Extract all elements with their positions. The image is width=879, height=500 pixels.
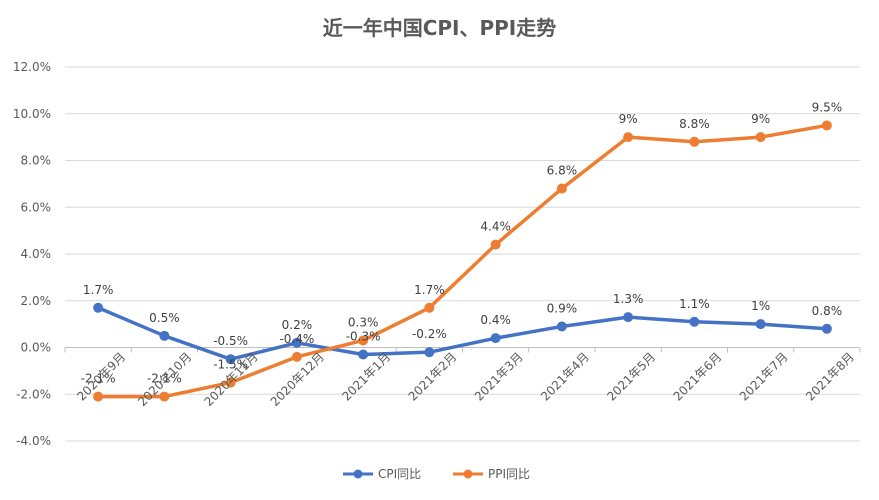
data-label: 1.1% <box>679 297 710 311</box>
data-label: 6.8% <box>547 164 578 178</box>
data-point <box>755 132 766 143</box>
data-label: -2.1% <box>81 372 116 386</box>
data-point <box>225 377 236 388</box>
data-point <box>93 391 104 402</box>
data-label: 0.5% <box>149 311 180 325</box>
data-point <box>556 183 567 194</box>
data-point <box>93 302 104 313</box>
y-tick-label: 12.0% <box>13 60 51 74</box>
data-label: -0.2% <box>412 327 447 341</box>
data-label: 0.8% <box>812 304 843 318</box>
data-point <box>225 354 236 365</box>
y-tick-label: 4.0% <box>21 247 52 261</box>
data-label: 1.7% <box>414 283 445 297</box>
legend-label: PPI同比 <box>488 467 530 481</box>
data-point <box>755 319 766 330</box>
y-tick-label: 2.0% <box>21 294 52 308</box>
data-label: 8.8% <box>679 117 710 131</box>
data-label: -0.5% <box>213 334 248 348</box>
data-label: 1.7% <box>83 283 114 297</box>
x-tick-label: 2021年5月 <box>604 350 658 404</box>
data-point <box>821 120 832 131</box>
data-point <box>689 136 700 147</box>
data-point <box>291 337 302 348</box>
x-tick-label: 2021年7月 <box>737 350 791 404</box>
legend-label: CPI同比 <box>378 467 421 481</box>
y-tick-label: 10.0% <box>13 107 51 121</box>
data-label: -0.3% <box>346 330 381 344</box>
y-tick-label: 6.0% <box>21 200 52 214</box>
chart-title: 近一年中国CPI、PPI走势 <box>322 16 557 40</box>
data-point <box>556 321 567 332</box>
data-label: 1% <box>751 299 770 313</box>
data-label: 9.5% <box>812 100 843 114</box>
data-label: 1.3% <box>613 292 644 306</box>
x-tick-label: 2021年3月 <box>472 350 526 404</box>
data-label: 9% <box>751 112 770 126</box>
data-point <box>159 391 170 402</box>
data-point <box>821 323 832 334</box>
data-point <box>623 132 634 143</box>
data-label: 4.4% <box>480 220 511 234</box>
data-label: -1.5% <box>213 358 248 372</box>
data-label: -2.1% <box>147 372 182 386</box>
series-line-cpi <box>96 306 829 361</box>
data-point <box>358 335 369 346</box>
data-point <box>291 351 302 362</box>
data-point <box>358 349 369 360</box>
x-tick-label: 2021年8月 <box>803 350 857 404</box>
data-point <box>424 347 435 358</box>
data-point <box>689 316 700 327</box>
series-line-ppi <box>96 123 829 399</box>
data-label: 9% <box>619 112 638 126</box>
y-tick-label: 0.0% <box>21 341 52 355</box>
data-point <box>424 302 435 313</box>
data-point <box>159 330 170 341</box>
data-label: 0.2% <box>282 318 313 332</box>
data-point <box>490 333 501 344</box>
data-label: 0.4% <box>480 313 511 327</box>
x-tick-label: 2021年2月 <box>406 350 460 404</box>
y-tick-label: -4.0% <box>16 434 51 448</box>
data-label: 0.9% <box>547 301 578 315</box>
x-tick-label: 2021年4月 <box>538 350 592 404</box>
data-label: 0.3% <box>348 315 379 329</box>
data-point <box>490 239 501 250</box>
legend-marker <box>353 469 363 479</box>
data-point <box>623 312 634 323</box>
y-tick-label: 8.0% <box>21 154 52 168</box>
legend-marker <box>463 469 473 479</box>
data-label: -0.4% <box>279 332 314 346</box>
x-tick-label: 2021年6月 <box>671 350 725 404</box>
y-tick-label: -2.0% <box>16 387 51 401</box>
